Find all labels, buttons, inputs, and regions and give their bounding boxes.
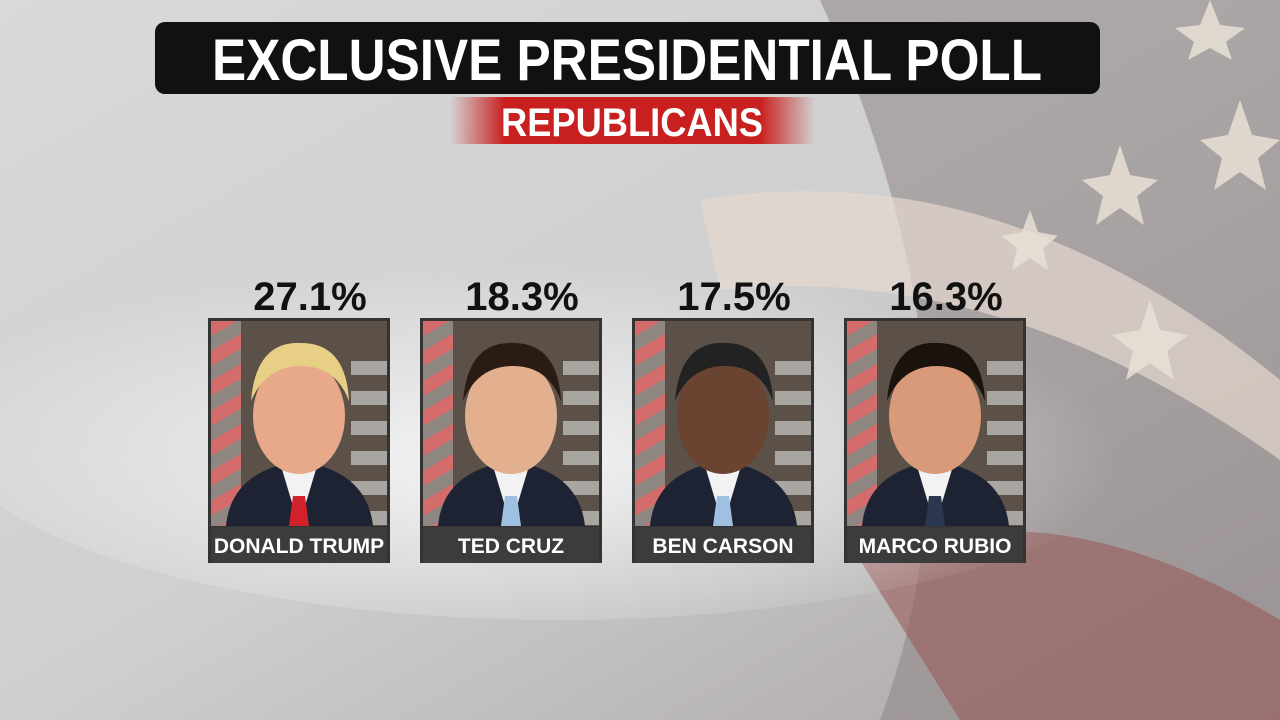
photo [423, 321, 599, 526]
candidate-card: BEN CARSON [632, 318, 814, 563]
name-strip [423, 527, 599, 563]
flag-stripe [635, 483, 665, 526]
face [677, 358, 769, 474]
stars [1002, 0, 1280, 380]
flag-stripe [847, 423, 877, 474]
percent: 27.1% [253, 275, 366, 319]
flag-stripe [423, 453, 453, 504]
flag-stripe [987, 361, 1023, 375]
flag-stripe [211, 453, 241, 504]
flag-stripe [423, 423, 453, 474]
flag-stripe [775, 451, 811, 465]
face [253, 358, 345, 474]
face [465, 358, 557, 474]
hair [887, 342, 985, 401]
name-strip [847, 527, 1023, 563]
flag-stripe [860, 530, 1280, 720]
flag-stripe [211, 483, 241, 526]
flag-stripe [211, 363, 241, 414]
candidate-name: TED CRUZ [458, 535, 564, 558]
flag-stripe [635, 333, 665, 384]
flag-stripe [423, 363, 453, 414]
candidate-card: TED CRUZ [420, 318, 602, 563]
title-bar [155, 22, 1100, 94]
tie [289, 496, 309, 526]
tie [925, 496, 945, 526]
photo [211, 321, 387, 526]
flag-stripe [563, 421, 599, 435]
percent: 17.5% [677, 275, 790, 319]
percent: 16.3% [889, 275, 1002, 319]
flag-stripe [987, 421, 1023, 435]
candidate-name: BEN CARSON [652, 535, 793, 558]
flag-stripe [775, 421, 811, 435]
flag-stripe [847, 453, 877, 504]
flag-stripe [423, 333, 453, 384]
flag-stripe [775, 361, 811, 375]
percent: 18.3% [465, 275, 578, 319]
flag-stripe [847, 393, 877, 444]
flag-stripe [847, 333, 877, 384]
flag-stripe [987, 391, 1023, 405]
flag-stripe [635, 393, 665, 444]
flag-stripe [563, 391, 599, 405]
photo [847, 321, 1023, 526]
photo [635, 321, 811, 526]
flag-stripe [211, 393, 241, 444]
flag-stripe [563, 361, 599, 375]
flag-stripe [775, 391, 811, 405]
candidate-card: MARCO RUBIO [844, 318, 1026, 563]
flag-stripe [423, 393, 453, 444]
title: EXCLUSIVE PRESIDENTIAL POLL [212, 28, 1042, 93]
name-strip [635, 527, 811, 563]
flag-white [635, 321, 665, 526]
tie [501, 496, 521, 526]
flag-stripe [847, 483, 877, 526]
flag-stripe [563, 451, 599, 465]
flag-stripe [351, 421, 387, 435]
flag-white [211, 321, 241, 526]
tie [713, 496, 733, 526]
face [889, 358, 981, 474]
flag-stripe [987, 451, 1023, 465]
flag-stripe [635, 453, 665, 504]
hair [251, 342, 349, 401]
name-strip [211, 527, 387, 563]
candidate-name: DONALD TRUMP [214, 535, 384, 558]
flag-stripe [351, 451, 387, 465]
candidate-name: MARCO RUBIO [859, 535, 1012, 558]
flag-stripe [211, 423, 241, 474]
subtitle: REPUBLICANS [501, 101, 763, 145]
hair [675, 342, 773, 401]
subtitle-bar [450, 97, 815, 144]
flag-white [847, 321, 877, 526]
flag-stripe [635, 363, 665, 414]
flag-stripe [847, 363, 877, 414]
flag-stripe [351, 361, 387, 375]
flag-stripe [635, 423, 665, 474]
candidate-card: DONALD TRUMP [208, 318, 390, 563]
hair [463, 342, 561, 401]
flag-stripe [423, 483, 453, 526]
flag-stripe [351, 391, 387, 405]
flag-white [423, 321, 453, 526]
flag-stripe [211, 333, 241, 384]
